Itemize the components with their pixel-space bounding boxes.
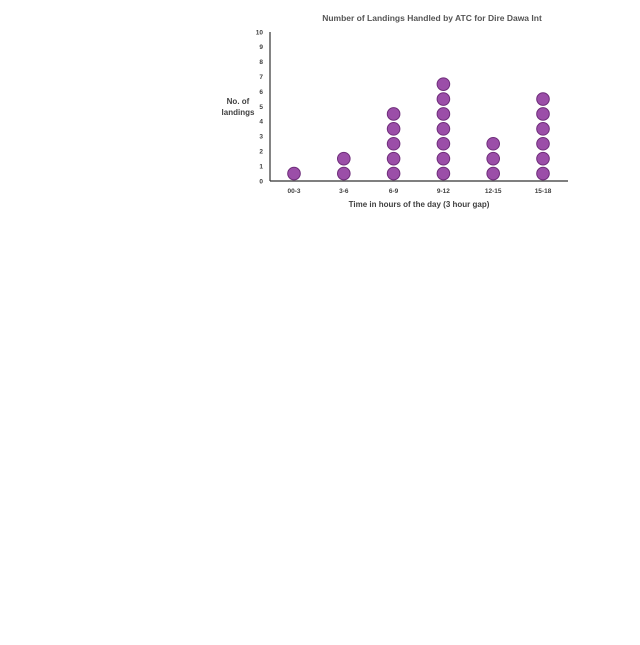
x-tick-label: 6-9	[389, 188, 399, 195]
data-dot	[436, 92, 451, 106]
x-tick-label: 00-3	[287, 188, 300, 195]
data-dot	[386, 136, 401, 151]
data-dots	[287, 77, 550, 181]
y-tick-label: 2	[259, 149, 263, 156]
data-dot	[536, 136, 550, 151]
data-dot	[486, 136, 501, 151]
y-tick-label: 9	[259, 44, 263, 51]
data-dot	[536, 151, 550, 166]
y-tick-label: 0	[259, 178, 263, 185]
data-dot	[386, 151, 401, 166]
y-tick-label: 10	[256, 29, 264, 36]
data-dot	[436, 107, 451, 121]
data-dot	[337, 166, 351, 181]
data-dot	[486, 151, 501, 166]
data-dot	[337, 151, 351, 166]
data-dot	[386, 107, 401, 121]
y-tick-label: 7	[259, 74, 263, 81]
data-dot	[436, 122, 451, 136]
data-dot	[536, 107, 550, 121]
data-dot	[386, 122, 401, 136]
x-axis-title: Time in hours of the day (3 hour gap)	[349, 200, 490, 209]
y-tick-label: 1	[259, 163, 263, 170]
x-tick-label: 15-18	[535, 188, 552, 195]
data-dot	[536, 122, 550, 136]
x-tick-label: 9-12	[437, 188, 450, 195]
y-tick-label: 3	[259, 134, 263, 141]
y-tick-label: 4	[259, 119, 263, 126]
y-tick-labels: 0 1 2 3 4 5 6 7 8 9 10	[256, 29, 264, 185]
data-dot	[436, 136, 451, 151]
y-axis-title-line-2: landings	[222, 108, 255, 117]
y-tick-label: 8	[259, 59, 263, 66]
data-dot	[386, 166, 401, 181]
chart-title: Number of Landings Handled by ATC for Di…	[322, 13, 542, 23]
x-tick-labels: 00-3 3-6 6-9 9-12 12-15 15-18	[287, 188, 551, 195]
y-tick-label: 6	[259, 89, 263, 96]
y-axis-title-line-1: No. of	[227, 97, 250, 106]
data-dot	[287, 166, 301, 181]
data-dot	[486, 166, 501, 181]
data-dot	[436, 151, 451, 166]
y-tick-label: 5	[259, 104, 263, 111]
x-tick-label: 12-15	[485, 188, 502, 195]
data-dot	[536, 166, 550, 181]
x-tick-label: 3-6	[339, 188, 349, 195]
data-dot	[436, 77, 451, 91]
data-dot	[536, 92, 550, 106]
data-dot	[436, 166, 451, 181]
